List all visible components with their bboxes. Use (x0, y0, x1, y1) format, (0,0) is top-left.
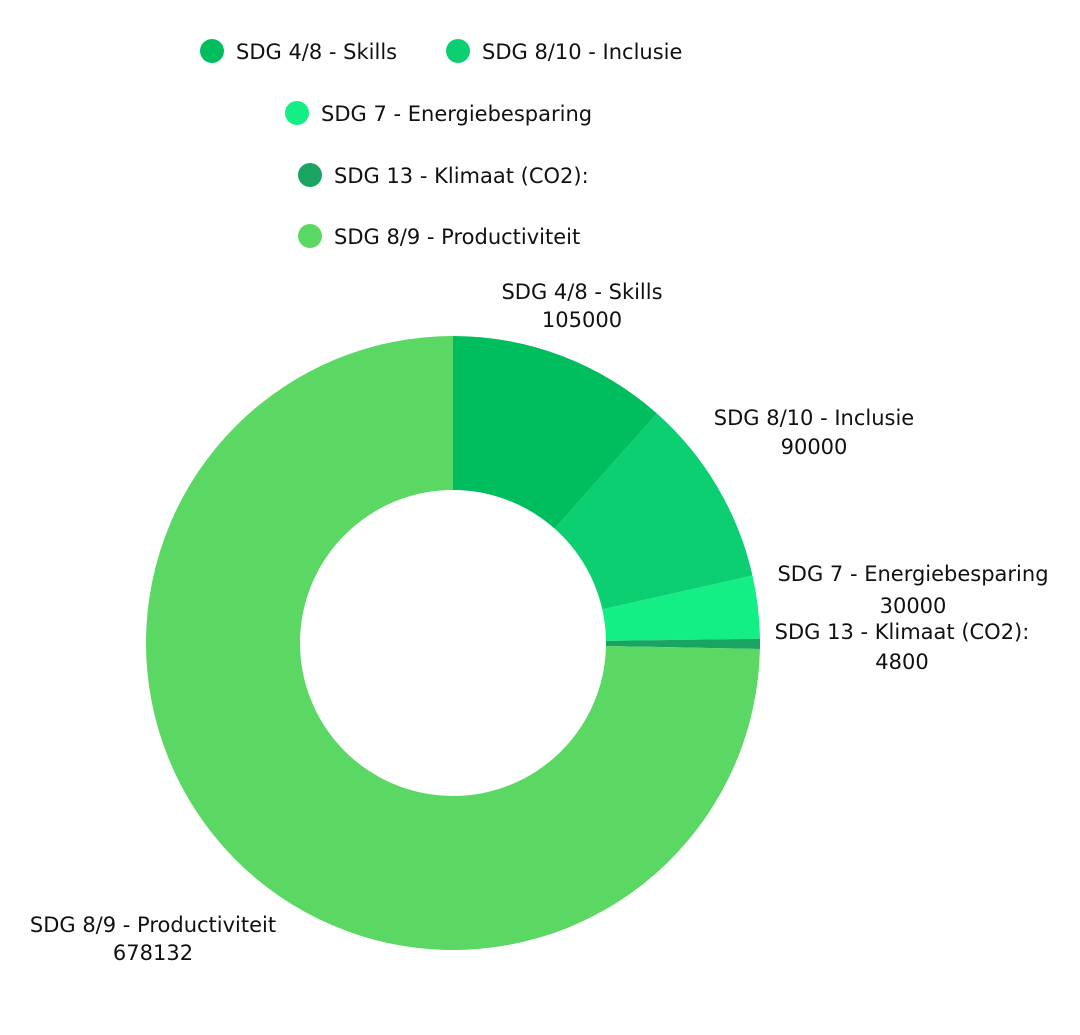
legend-label: SDG 7 - Energiebesparing (321, 102, 592, 126)
slice-label-sdg-4-8-skills: SDG 4/8 - Skills 105000 (501, 280, 662, 332)
legend-marker (298, 163, 322, 187)
slice-label-value: 90000 (781, 435, 848, 459)
legend-marker (298, 224, 322, 248)
slice-label-sdg-8-10-inclusie: SDG 8/10 - Inclusie 90000 (714, 406, 914, 459)
slice-label-name: SDG 7 - Energiebesparing (777, 562, 1048, 586)
slice-label-value: 30000 (880, 594, 947, 618)
slice-label-value: 105000 (542, 308, 622, 332)
legend-label: SDG 4/8 - Skills (236, 40, 397, 64)
slice-label-sdg-8-9-productiviteit: SDG 8/9 - Productiviteit 678132 (30, 913, 276, 965)
legend-label: SDG 13 - Klimaat (CO2): (334, 164, 589, 188)
legend-label: SDG 8/10 - Inclusie (482, 40, 682, 64)
slice-label-name: SDG 4/8 - Skills (501, 280, 662, 304)
legend-item-sdg-7-energiebesparing[interactable]: SDG 7 - Energiebesparing (285, 101, 592, 126)
slice-sdg-8-9-productiviteit[interactable] (145, 336, 760, 951)
legend-marker (446, 39, 470, 63)
legend-item-sdg-8-10-inclusie[interactable]: SDG 8/10 - Inclusie (446, 39, 682, 64)
legend-item-sdg-8-9-productiviteit[interactable]: SDG 8/9 - Productiviteit (298, 224, 580, 249)
slice-labels: SDG 4/8 - Skills 105000 SDG 8/10 - Inclusi… (30, 280, 1049, 965)
slice-sdg-8-10-inclusie[interactable] (554, 413, 753, 610)
legend-marker (285, 101, 309, 125)
legend: SDG 4/8 - Skills SDG 8/10 - Inclusie SDG 7… (200, 39, 682, 249)
slice-label-name: SDG 8/10 - Inclusie (714, 406, 914, 430)
slice-label-name: SDG 8/9 - Productiviteit (30, 913, 276, 937)
donut-slices (145, 336, 760, 951)
slice-label-value: 678132 (113, 941, 193, 965)
legend-item-sdg-13-klimaat-co2[interactable]: SDG 13 - Klimaat (CO2): (298, 163, 589, 188)
legend-item-sdg-4-8-skills[interactable]: SDG 4/8 - Skills (200, 39, 397, 64)
slice-label-name: SDG 13 - Klimaat (CO2): (775, 620, 1030, 644)
slice-label-sdg-13-klimaat-co2: SDG 13 - Klimaat (CO2): 4800 (775, 620, 1030, 674)
slice-sdg-13-klimaat-co2[interactable] (605, 638, 760, 649)
legend-label: SDG 8/9 - Productiviteit (334, 225, 580, 249)
slice-sdg-7-energiebesparing[interactable] (602, 575, 760, 641)
slice-label-sdg-7-energiebesparing: SDG 7 - Energiebesparing 30000 (777, 562, 1048, 618)
slice-sdg-4-8-skills[interactable] (453, 336, 657, 529)
slice-label-value: 4800 (875, 650, 928, 674)
legend-marker (200, 39, 224, 63)
